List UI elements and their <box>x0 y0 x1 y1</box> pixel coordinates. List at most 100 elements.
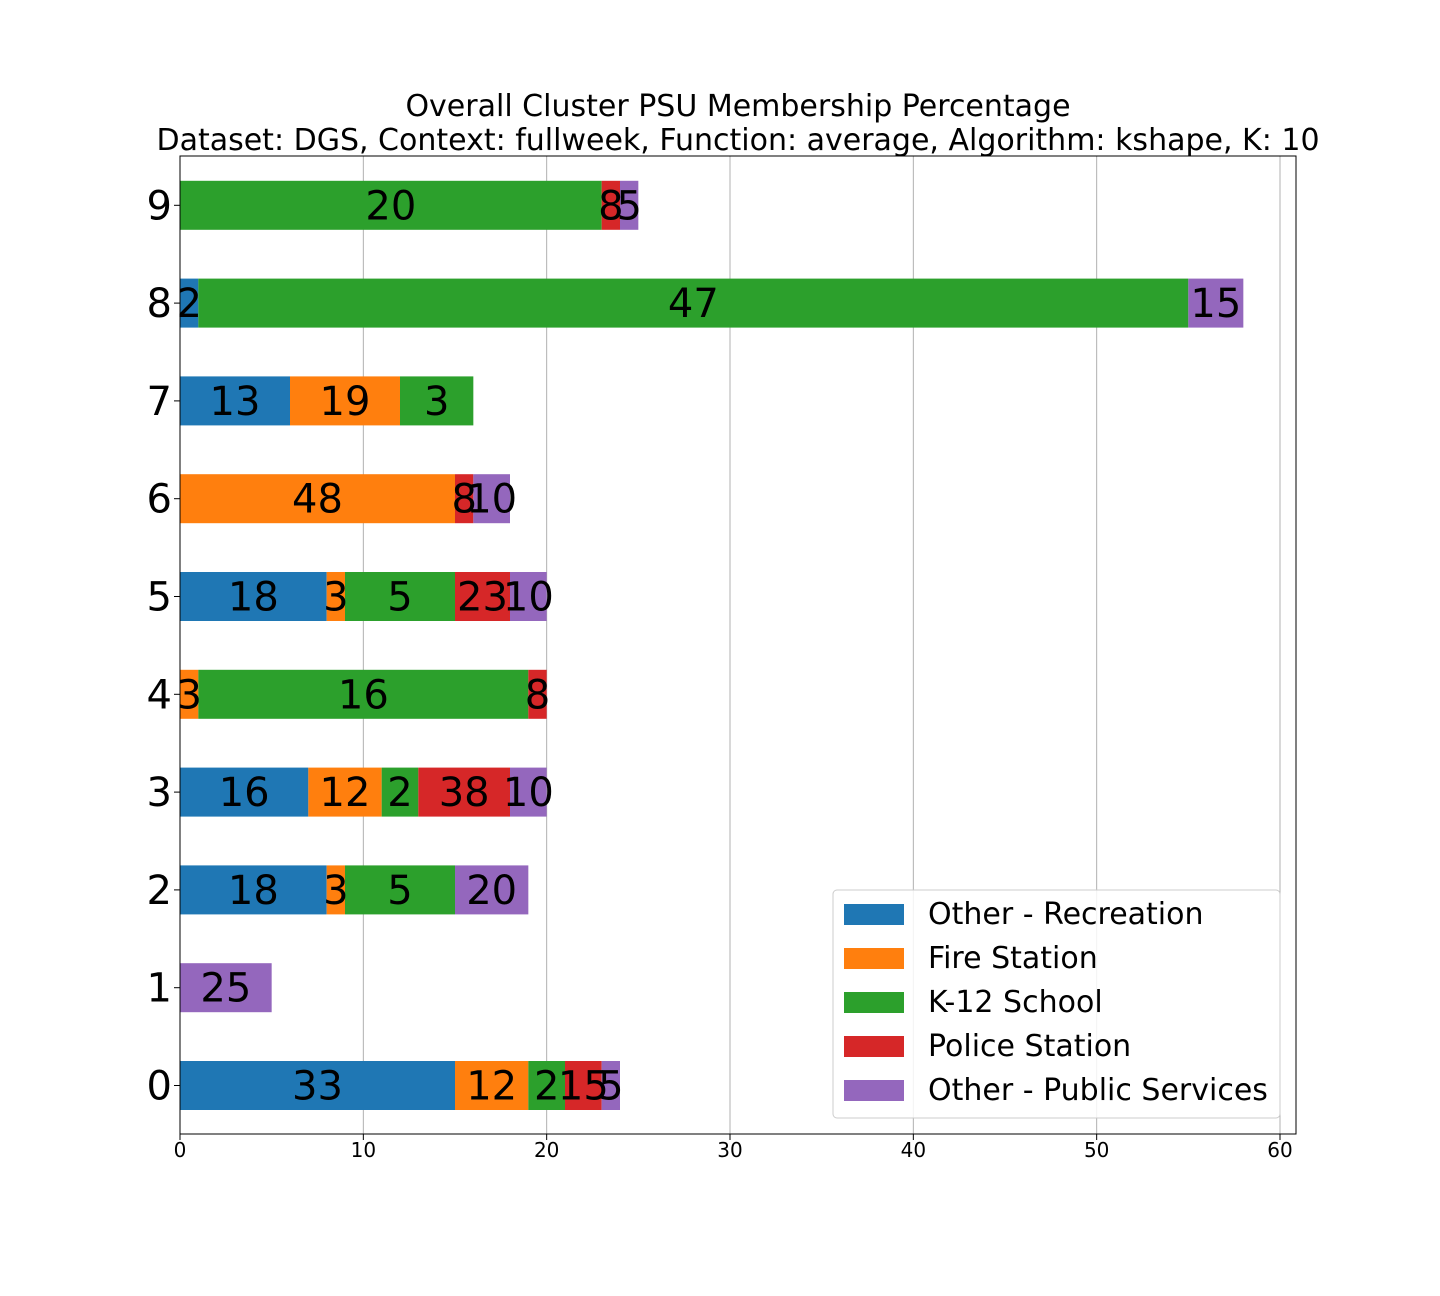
bar-segment-9-2 <box>180 180 602 230</box>
bar-segment-9-3 <box>601 180 620 230</box>
bar-segment-0-3 <box>565 1061 602 1110</box>
data-label: 10 <box>466 477 517 523</box>
bar-segment-0-2 <box>528 1061 565 1110</box>
bar-segment-5-4 <box>510 572 547 621</box>
data-label: 2 <box>534 1064 559 1110</box>
bar-segment-4-2 <box>198 669 529 719</box>
bar-segment-7-0 <box>180 376 290 426</box>
bar-segment-5-1 <box>326 572 345 621</box>
data-label: 48 <box>292 477 343 523</box>
bar-segment-1-4 <box>180 963 272 1013</box>
bar-segment-7-1 <box>290 376 400 426</box>
bar-segment-3-2 <box>381 767 419 817</box>
data-label: 20 <box>365 183 416 229</box>
bar-segment-0-0 <box>180 1061 455 1110</box>
legend-swatch <box>844 904 904 925</box>
data-label: 20 <box>466 868 517 914</box>
data-label: 5 <box>616 183 641 229</box>
legend-swatch <box>844 1080 904 1101</box>
data-label: 38 <box>439 770 490 816</box>
data-label: 12 <box>466 1064 517 1110</box>
legend-label: Other - Recreation <box>928 897 1204 932</box>
legend-swatch <box>844 948 904 969</box>
bar-segment-8-0 <box>180 278 199 328</box>
legend-label: K-12 School <box>928 985 1103 1020</box>
y-tick-label: 4 <box>147 672 172 718</box>
bar-segment-6-1 <box>180 474 455 524</box>
bar-segment-6-4 <box>473 474 510 524</box>
data-label: 12 <box>320 770 371 816</box>
y-tick-label: 5 <box>147 575 172 621</box>
bar-segment-2-2 <box>345 865 455 915</box>
y-tick-label: 7 <box>147 379 172 425</box>
x-tick-label: 0 <box>174 1138 187 1162</box>
data-label: 5 <box>387 575 412 621</box>
legend-swatch <box>844 992 904 1013</box>
x-tick-label: 40 <box>901 1138 926 1162</box>
bar-segment-9-4 <box>620 180 639 230</box>
data-label: 16 <box>338 672 389 718</box>
legend-label: Fire Station <box>928 941 1098 976</box>
data-label: 8 <box>598 183 623 229</box>
y-tick-label: 2 <box>147 868 172 914</box>
y-tick-label: 9 <box>147 183 172 229</box>
bar-segment-5-0 <box>180 572 327 621</box>
legend-box <box>832 889 1281 1119</box>
bar-segment-0-1 <box>455 1061 529 1110</box>
data-label: 16 <box>219 770 270 816</box>
y-tick-label: 3 <box>147 770 172 816</box>
data-label: 18 <box>228 868 279 914</box>
data-label: 19 <box>320 379 371 425</box>
data-label: 15 <box>1190 281 1241 327</box>
legend-label: Other - Public Services <box>928 1073 1268 1108</box>
data-label: 5 <box>598 1064 623 1110</box>
chart-title: Overall Cluster PSU Membership Percentag… <box>405 89 1070 124</box>
bar-segment-8-2 <box>198 278 1189 328</box>
y-tick-label: 1 <box>147 966 172 1012</box>
x-tick-label: 10 <box>351 1138 376 1162</box>
bar-segment-6-3 <box>455 474 474 524</box>
data-label: 2 <box>387 770 412 816</box>
data-label: 23 <box>457 575 508 621</box>
y-tick-label: 6 <box>147 477 172 523</box>
data-label: 3 <box>323 575 348 621</box>
bar-segment-8-4 <box>1188 278 1244 328</box>
x-tick-label: 20 <box>534 1138 559 1162</box>
data-label: 33 <box>292 1064 343 1110</box>
legend: Other - Recreation Fire Station K-12 Schoo… <box>832 889 1281 1119</box>
data-label: 5 <box>387 868 412 914</box>
data-label: 10 <box>503 575 554 621</box>
bar-segment-2-0 <box>180 865 327 915</box>
legend-swatch <box>844 1036 904 1057</box>
data-label: 3 <box>424 379 449 425</box>
data-label: 25 <box>200 966 251 1012</box>
bar-segment-7-2 <box>400 376 474 426</box>
data-label: 3 <box>176 672 201 718</box>
bar-segment-4-3 <box>528 669 547 719</box>
bar-segment-5-3 <box>455 572 510 621</box>
bars <box>180 180 1244 1110</box>
data-label: 47 <box>668 281 719 327</box>
bar-segment-3-3 <box>418 767 510 817</box>
data-label: 13 <box>210 379 261 425</box>
y-tick-label: 0 <box>147 1064 172 1110</box>
bar-segment-3-0 <box>180 767 309 817</box>
bar-segment-2-1 <box>326 865 345 915</box>
x-tick-label: 30 <box>717 1138 742 1162</box>
x-tick-label: 60 <box>1267 1138 1292 1162</box>
data-label: 3 <box>323 868 348 914</box>
chart-subtitle: Dataset: DGS, Context: fullweek, Functio… <box>156 123 1319 158</box>
bar-segment-2-4 <box>455 865 529 915</box>
data-label: 15 <box>558 1064 609 1110</box>
bar-segment-3-4 <box>510 767 547 817</box>
data-label: 8 <box>525 672 550 718</box>
legend-label: Police Station <box>928 1029 1131 1064</box>
plot-frame <box>179 155 1297 1135</box>
bar-segment-4-1 <box>180 669 199 719</box>
data-label: 2 <box>176 281 201 327</box>
bar-segment-0-4 <box>601 1061 620 1110</box>
data-label: 18 <box>228 575 279 621</box>
